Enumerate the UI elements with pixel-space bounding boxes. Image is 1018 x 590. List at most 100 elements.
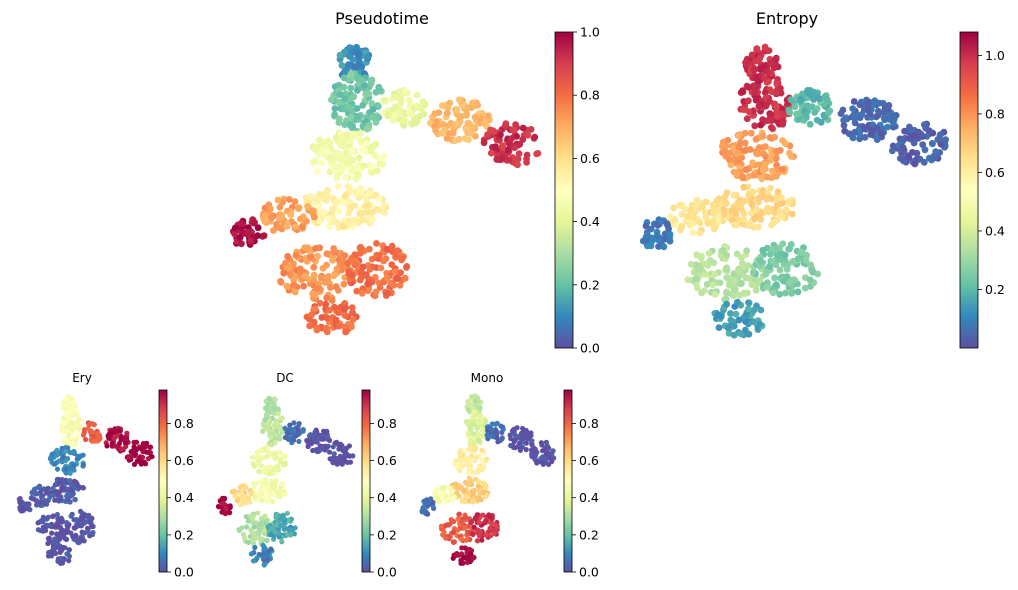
scatter-point — [60, 544, 67, 551]
scatter-point — [501, 122, 509, 130]
scatter-point — [387, 279, 395, 287]
scatter-point — [864, 101, 872, 109]
scatter-point — [753, 45, 760, 53]
scatter-point — [264, 498, 271, 504]
scatter-point — [276, 492, 282, 498]
scatter-point — [466, 475, 472, 481]
scatter-point — [776, 207, 784, 215]
scatter-point — [741, 147, 748, 155]
scatter-point — [709, 209, 717, 217]
scatter-point — [774, 201, 781, 208]
scatter-point — [497, 131, 504, 139]
scatter-point — [281, 461, 287, 467]
scatter-point — [695, 265, 703, 273]
scatter-point — [449, 129, 457, 137]
scatter-point — [755, 102, 763, 110]
scatter-point — [348, 146, 356, 154]
scatter-point — [767, 156, 774, 164]
scatter-point — [443, 535, 449, 541]
scatter-point — [778, 105, 786, 113]
panel-mono: Mono 0.0 0.2 0.4 0.6 0.8 — [419, 371, 599, 580]
scatter-point — [665, 225, 672, 233]
scatter-point — [740, 183, 748, 191]
scatter-point — [726, 155, 733, 163]
scatter-point — [663, 220, 671, 228]
scatter-point — [722, 148, 729, 156]
scatter-point — [231, 224, 239, 232]
scatter-point — [310, 263, 318, 271]
scatter-point — [478, 426, 485, 433]
scatter-point — [438, 523, 444, 529]
scatter-point — [375, 196, 383, 203]
scatter-point — [341, 121, 349, 128]
scatter-point — [221, 495, 228, 501]
scatter-point — [376, 160, 383, 168]
scatter-point — [779, 120, 787, 128]
scatter-point — [779, 240, 787, 248]
colorbar-gradient — [959, 31, 979, 349]
scatter-point — [463, 494, 469, 500]
scatter-point — [342, 452, 348, 458]
scatter-point — [345, 103, 352, 111]
scatter-point — [287, 528, 293, 534]
scatter-point — [910, 132, 917, 140]
scatter-point — [450, 529, 456, 536]
scatter-point — [276, 203, 284, 211]
scatter-point — [304, 244, 312, 252]
scatter-point — [380, 257, 387, 265]
scatter-point — [514, 425, 520, 431]
scatter-point — [448, 486, 454, 492]
scatter-point — [889, 142, 897, 150]
scatter-point — [461, 488, 467, 494]
scatter-point — [720, 247, 727, 255]
scatter-point — [356, 276, 364, 284]
scatter-point — [227, 504, 233, 511]
panel-title: Pseudotime — [335, 9, 429, 28]
scatter-point — [369, 216, 377, 223]
scatter-point — [542, 447, 548, 453]
scatter-point — [702, 198, 710, 206]
scatter-point — [899, 137, 907, 145]
scatter-point — [255, 510, 261, 516]
scatter-point — [405, 109, 413, 116]
scatter-point — [744, 305, 752, 313]
scatter-point — [318, 314, 326, 321]
scatter-point — [353, 105, 361, 112]
scatter-point — [761, 74, 768, 82]
scatter-point — [483, 531, 489, 538]
scatter-point — [270, 430, 276, 436]
scatter-point — [445, 496, 452, 502]
scatter-point — [483, 518, 489, 524]
scatter-point — [267, 488, 273, 494]
scatter-point — [355, 154, 363, 162]
scatter-point — [346, 53, 353, 60]
scatter-point — [851, 128, 859, 136]
scatter-point — [480, 489, 486, 496]
scatter-point — [494, 420, 500, 426]
scatter-point — [323, 294, 330, 302]
scatter-point — [693, 284, 701, 292]
scatter-point — [464, 104, 472, 112]
scatter-point — [757, 306, 765, 314]
scatter-point — [399, 117, 407, 125]
scatter-point — [343, 131, 351, 139]
scatter-point — [883, 104, 891, 112]
scatter-point — [336, 51, 344, 59]
scatter-point — [287, 211, 295, 219]
colorbar-tick-label: 0.6 — [579, 453, 599, 468]
scatter-point — [290, 281, 298, 289]
scatter-point — [255, 449, 261, 455]
scatter-point — [721, 193, 729, 201]
scatter-point — [789, 210, 796, 218]
scatter-point — [46, 549, 52, 556]
scatter-point — [758, 190, 766, 198]
scatter-point — [405, 97, 413, 104]
scatter-point — [768, 124, 775, 131]
scatter-point — [759, 116, 766, 123]
scatter-point — [283, 223, 291, 230]
scatter-point — [462, 525, 468, 531]
colorbar-tick-label: 0.8 — [985, 106, 1005, 121]
scatter-point — [528, 433, 534, 439]
scatter-point — [333, 150, 341, 158]
scatter-point — [712, 202, 720, 209]
